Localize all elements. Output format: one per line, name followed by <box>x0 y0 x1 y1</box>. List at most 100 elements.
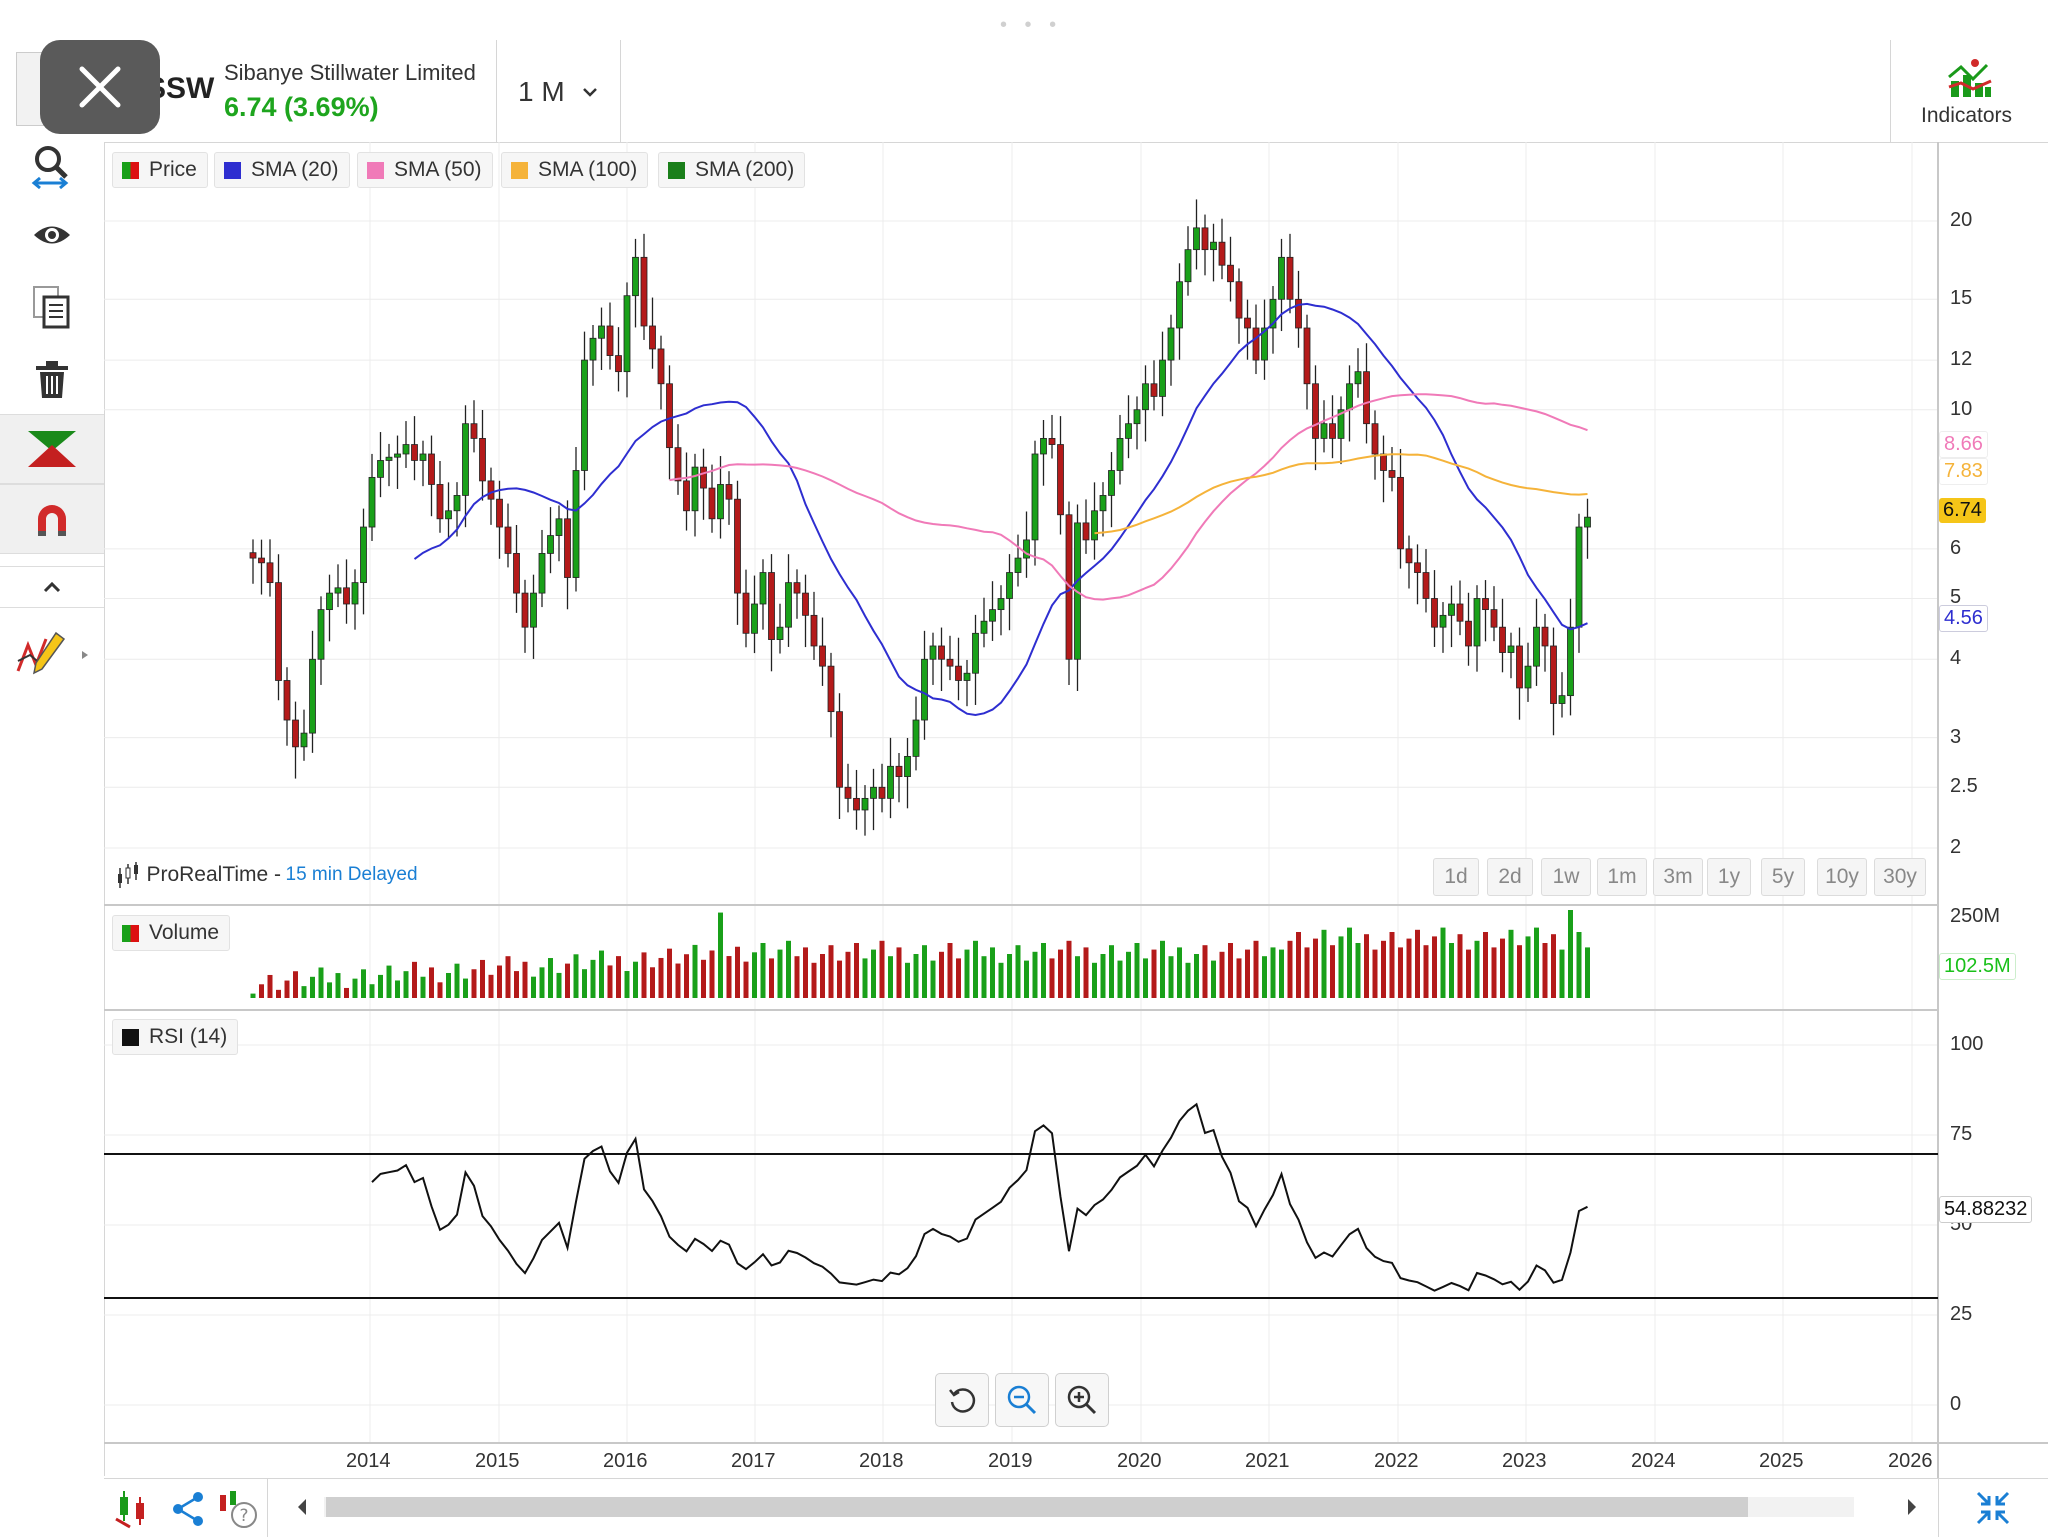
candle-body <box>1176 281 1183 329</box>
volume-bar <box>633 961 638 998</box>
indicators-icon <box>1948 59 1992 97</box>
draw-tool-button[interactable] <box>0 618 104 688</box>
price-axis-tick: 12 <box>1950 348 1973 371</box>
collapse-view-button[interactable] <box>1974 1489 2012 1532</box>
range-button-3m[interactable]: 3m <box>1653 858 1703 896</box>
legend-volume[interactable]: Volume <box>112 915 231 951</box>
volume-bar <box>667 948 672 998</box>
magnet-button[interactable] <box>0 484 104 554</box>
candle-settings-button[interactable] <box>114 1489 154 1534</box>
volume-bar <box>293 971 298 998</box>
candle-body <box>615 355 622 373</box>
legend-sma100[interactable]: SMA (100) <box>501 152 649 188</box>
scroll-right-icon[interactable] <box>1904 1497 1920 1517</box>
scrollbar-thumb[interactable] <box>326 1497 1748 1517</box>
scrollbar-track[interactable] <box>324 1497 1854 1517</box>
range-button-1y[interactable]: 1y <box>1707 858 1751 896</box>
source-provider: ProRealTime - <box>146 863 282 886</box>
candle-body <box>878 786 886 799</box>
volume-bar <box>998 962 1004 998</box>
rsi-swatch <box>122 1029 139 1046</box>
range-button-1d[interactable]: 1d <box>1433 858 1479 896</box>
range-button-2d[interactable]: 2d <box>1487 858 1533 896</box>
candle-body <box>980 620 988 634</box>
collapse-arrows-icon <box>1976 1491 2010 1525</box>
legend-sma200[interactable]: SMA (200) <box>658 152 806 188</box>
volume-bar <box>386 965 392 998</box>
help-button[interactable]: ? <box>216 1487 260 1536</box>
volume-bar <box>403 971 409 998</box>
candle-body <box>810 614 818 647</box>
rsi-panel <box>104 1102 1938 1299</box>
candle-body <box>1507 645 1515 653</box>
sma100-line <box>1094 453 1588 535</box>
range-button-10y[interactable]: 10y <box>1817 858 1867 896</box>
sma200-swatch <box>668 162 685 179</box>
volume-bar <box>1576 932 1582 998</box>
volume-bar <box>267 974 273 998</box>
sma100-value-label: 7.83 <box>1939 458 1988 485</box>
price-axis-tick: 3 <box>1950 725 1962 748</box>
volume-bar <box>335 973 341 998</box>
timeframe-dropdown[interactable]: 1 M <box>500 44 618 140</box>
scroll-left-icon[interactable] <box>294 1497 310 1517</box>
candle-body <box>1125 423 1132 439</box>
range-button-30y[interactable]: 30y <box>1874 858 1926 896</box>
chevron-up-icon <box>43 581 61 593</box>
candle-body <box>521 592 529 628</box>
share-button[interactable] <box>168 1489 208 1534</box>
volume-bar <box>922 945 927 998</box>
zoom-out-button[interactable] <box>995 1373 1049 1427</box>
volume-bar <box>1194 954 1199 998</box>
candle-body <box>275 582 282 681</box>
candle-body <box>368 476 376 528</box>
volume-bar <box>1423 945 1429 998</box>
range-button-1w[interactable]: 1w <box>1541 858 1591 896</box>
delete-button[interactable] <box>0 352 104 408</box>
collapse-toolbar-button[interactable] <box>0 566 104 608</box>
close-button[interactable] <box>40 40 160 134</box>
visibility-button[interactable] <box>0 210 104 260</box>
volume-bar <box>1134 943 1140 998</box>
legend-sma50[interactable]: SMA (50) <box>357 152 493 188</box>
volume-bar <box>871 949 876 998</box>
trade-tool-button[interactable] <box>0 414 104 484</box>
candle-body <box>428 453 435 485</box>
volume-bar <box>1559 949 1565 998</box>
candle-body <box>1346 383 1353 411</box>
zoom-tool-button[interactable] <box>0 142 104 192</box>
candle-body <box>827 665 835 713</box>
volume-bar <box>650 967 655 998</box>
reset-zoom-button[interactable] <box>935 1373 989 1427</box>
year-label: 2024 <box>1631 1450 1676 1472</box>
volume-bar <box>1321 929 1327 998</box>
candle-body <box>564 518 571 578</box>
chart-grid <box>104 142 1938 1443</box>
legend-price[interactable]: Price <box>112 152 208 188</box>
zoom-in-button[interactable] <box>1055 1373 1109 1427</box>
candle-body <box>462 423 469 496</box>
volume-bar <box>505 956 511 998</box>
candle-body <box>683 480 690 512</box>
drawing-toolbar <box>0 142 105 1476</box>
legend-rsi[interactable]: RSI (14) <box>112 1019 239 1055</box>
legend-price-label: Price <box>149 158 197 181</box>
range-button-5y[interactable]: 5y <box>1761 858 1805 896</box>
candlestick-icon <box>118 862 138 888</box>
volume-bar <box>1228 943 1233 998</box>
volume-bar <box>1007 954 1012 998</box>
candle-body <box>1380 453 1387 471</box>
legend-sma20[interactable]: SMA (20) <box>214 152 350 188</box>
volume-bar <box>1032 951 1038 998</box>
volume-bar <box>548 958 553 998</box>
sma-lines <box>413 302 1588 717</box>
volume-bar <box>1313 938 1318 998</box>
candle-body <box>1252 327 1260 361</box>
copy-button[interactable] <box>0 280 104 336</box>
volume-bar <box>956 958 961 998</box>
candle-body <box>513 553 520 594</box>
candle-body <box>283 680 291 721</box>
indicators-button[interactable]: Indicators <box>1891 41 2048 141</box>
range-button-1m[interactable]: 1m <box>1597 858 1647 896</box>
